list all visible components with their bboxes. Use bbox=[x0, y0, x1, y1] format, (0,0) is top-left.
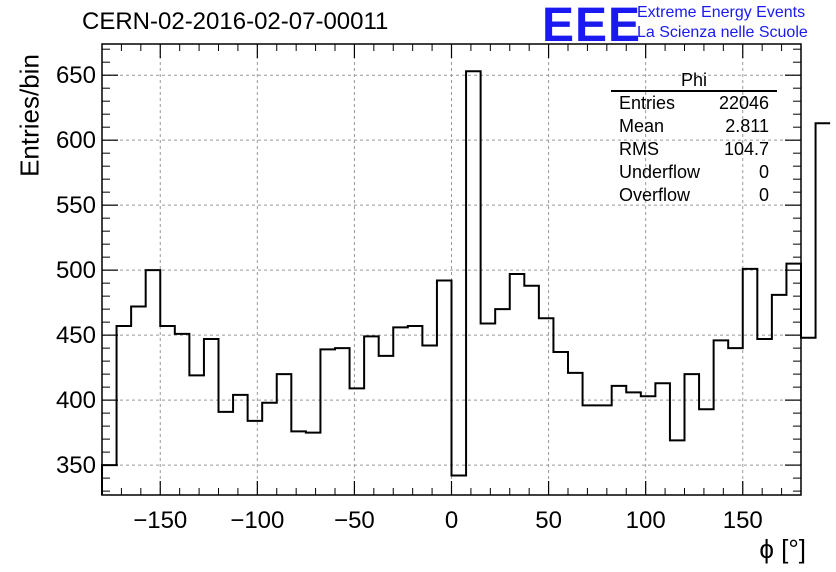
stats-row: Entries 22046 bbox=[611, 92, 777, 115]
stats-value: 0 bbox=[758, 185, 769, 205]
stats-value: 0 bbox=[758, 162, 769, 182]
x-tick-label: −100 bbox=[230, 507, 284, 534]
stats-label: Entries bbox=[619, 93, 676, 113]
stats-row: Overflow 0 bbox=[611, 184, 777, 207]
x-tick-label: 50 bbox=[535, 507, 562, 534]
logo-line-2: La Scienza nelle Scuole bbox=[637, 24, 808, 41]
y-tick-label: 400 bbox=[56, 387, 96, 414]
eee-logo: EEE bbox=[542, 0, 642, 52]
x-tick-label: −150 bbox=[133, 507, 187, 534]
y-tick-label: 350 bbox=[56, 452, 96, 479]
tick-labels: −150 −100 −50 0 50 100 150 350 400 450 500 550 600 65… bbox=[56, 62, 763, 534]
chart-title: CERN-02-2016-02-07-00011 bbox=[82, 8, 389, 35]
stats-row: RMS 104.7 bbox=[611, 138, 777, 161]
y-tick-label: 500 bbox=[56, 257, 96, 284]
y-axis-label: Entries/bin bbox=[14, 54, 45, 177]
stats-box: Phi Entries 22046 Mean 2.811 RMS 104.7 U… bbox=[611, 70, 777, 207]
x-tick-label: 0 bbox=[445, 507, 458, 534]
stats-label: Overflow bbox=[619, 185, 691, 205]
logo-line-1: Extreme Energy Events bbox=[637, 4, 806, 21]
stats-title: Phi bbox=[611, 70, 777, 92]
x-axis-label: ϕ [°] bbox=[759, 534, 806, 564]
stats-label: Mean bbox=[619, 116, 665, 136]
histogram-line bbox=[101, 70, 831, 495]
stats-row: Underflow 0 bbox=[611, 161, 777, 184]
y-tick-label: 450 bbox=[56, 322, 96, 349]
stats-value: 2.811 bbox=[725, 116, 769, 136]
stats-value: 22046 bbox=[718, 93, 769, 113]
y-tick-label: 550 bbox=[56, 192, 96, 219]
stats-row: Mean 2.811 bbox=[611, 115, 777, 138]
x-tick-label: 100 bbox=[626, 507, 666, 534]
stats-label: Underflow bbox=[619, 162, 701, 182]
y-tick-label: 650 bbox=[56, 62, 96, 89]
x-tick-label: 150 bbox=[723, 507, 763, 534]
stats-value: 104.7 bbox=[723, 139, 769, 159]
stats-label: RMS bbox=[619, 139, 659, 159]
y-tick-label: 600 bbox=[56, 127, 96, 154]
x-tick-label: −50 bbox=[334, 507, 375, 534]
